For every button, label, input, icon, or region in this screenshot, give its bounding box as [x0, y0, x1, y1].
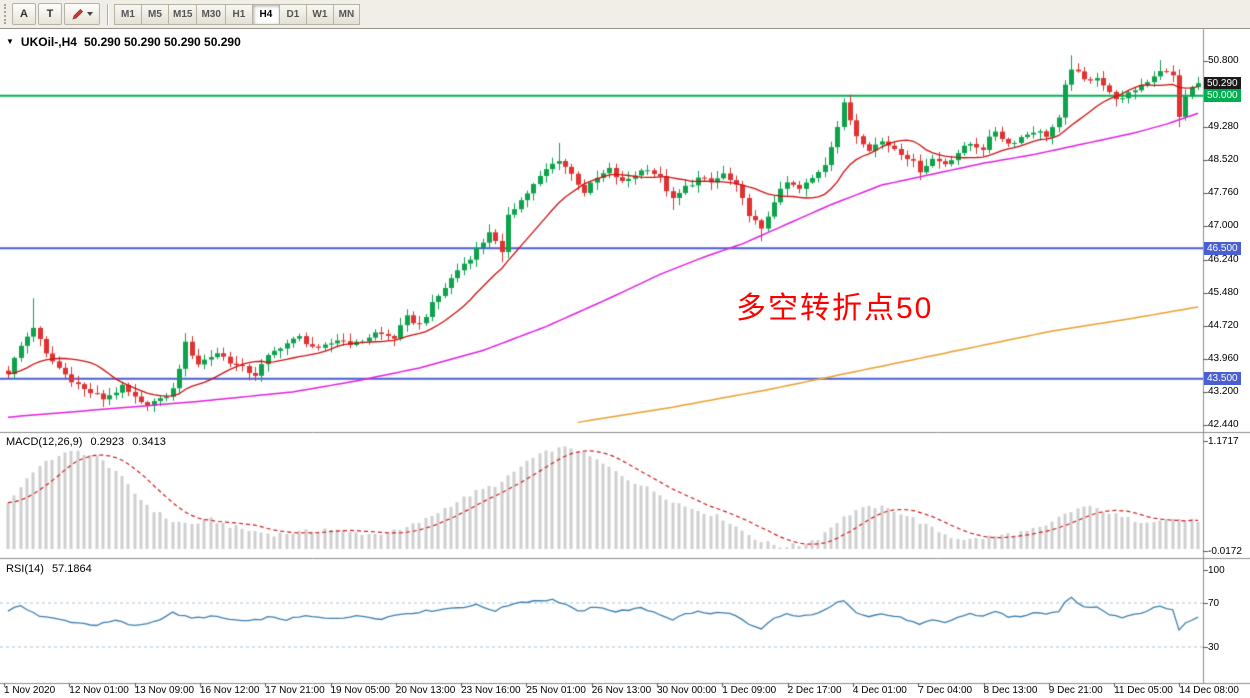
price-axis-label: 44.720: [1208, 319, 1239, 331]
rsi-axis-label: 30: [1208, 642, 1220, 653]
cursor-tool-button[interactable]: A: [12, 3, 36, 25]
time-axis-label: 16 Nov 12:00: [199, 685, 260, 696]
price-axis-label: 46.240: [1208, 253, 1239, 265]
time-axis: 1 Nov 2020 12 Nov 01:00 13 Nov 09:00 16 Nov…: [0, 685, 1250, 698]
rsi-axis-label: 70: [1208, 598, 1220, 609]
price-axis-label: 47.000: [1208, 220, 1239, 232]
rsi-axis-label: 100: [1208, 565, 1225, 576]
time-axis-label: 30 Nov 00:00: [657, 685, 717, 696]
macd-main-value: 0.2923: [90, 436, 125, 448]
time-axis-label: 26 Nov 13:00: [591, 685, 652, 696]
chart-text-annotation: 多空转折点50: [736, 292, 934, 325]
timeframe-button-w1[interactable]: W1: [305, 3, 333, 25]
macd-signal-value: 0.3413: [132, 436, 166, 448]
price-axis-label: 50.800: [1208, 55, 1239, 66]
price-axis-label: 49.280: [1208, 121, 1239, 133]
time-axis-label: 23 Nov 16:00: [461, 685, 521, 696]
timeframe-button-m1[interactable]: M1: [114, 3, 141, 25]
time-axis-label: 14 Dec 08:00: [1179, 685, 1239, 696]
macd-name: MACD(12,26,9): [6, 436, 83, 448]
rsi-indicator-label: RSI(14) 57.1864: [6, 563, 97, 575]
timeframe-button-h4[interactable]: H4: [251, 3, 279, 25]
ohlc-values: 50.290 50.290 50.290 50.290: [83, 35, 241, 49]
timeframe-button-d1[interactable]: D1: [278, 3, 306, 25]
toolbar-grip: [4, 4, 8, 24]
time-axis-label: 12 Nov 01:00: [69, 685, 129, 696]
price-axis-label: 48.520: [1208, 154, 1239, 166]
price-axis-label: 47.760: [1208, 187, 1239, 199]
price-badge-43.500: 43.500: [1204, 372, 1241, 386]
time-axis-label: 25 Nov 01:00: [526, 685, 586, 696]
symbol-dropdown-icon: ▼: [6, 37, 14, 46]
price-axis-label: 45.480: [1208, 286, 1239, 298]
macd-indicator-label: MACD(12,26,9) 0.2923 0.3413: [6, 436, 171, 448]
time-axis-label: 17 Nov 21:00: [265, 685, 325, 696]
time-axis-label: 8 Dec 13:00: [983, 685, 1038, 696]
price-axis-label: 43.200: [1208, 385, 1239, 397]
timeframe-button-m5[interactable]: M5: [141, 3, 168, 25]
timeframe-button-h1[interactable]: H1: [224, 3, 252, 25]
time-axis-label: 11 Dec 05:00: [1114, 685, 1173, 696]
time-axis-label: 1 Nov 2020: [4, 685, 56, 696]
dropdown-caret-icon: [86, 12, 93, 16]
price-badge-50.290: 50.290: [1204, 76, 1241, 90]
chart-title: ▼ UKOil-,H4 50.290 50.290 50.290 50.290: [6, 35, 241, 49]
pencil-icon: [72, 8, 84, 20]
time-axis-label: 20 Nov 13:00: [395, 685, 456, 696]
symbol-period-label: UKOil-,H4: [20, 35, 77, 49]
macd-axis-label: 1.1717: [1208, 435, 1239, 447]
price-badge-46.500: 46.500: [1204, 241, 1241, 255]
toolbar-separator: [107, 3, 109, 25]
timeframe-button-m15[interactable]: M15: [168, 3, 197, 25]
timeframe-button-group: M1 M5 M15 M30 H1 H4 D1 W1 MN: [114, 3, 360, 25]
time-axis-label: 19 Nov 05:00: [330, 685, 391, 696]
price-axis-label: 42.440: [1208, 418, 1239, 430]
rsi-name: RSI(14): [6, 563, 44, 575]
timeframe-button-mn[interactable]: MN: [332, 3, 360, 25]
toolbar: A T M1 M5 M15 M30 H1 H4 D1 W1 MN: [0, 0, 1250, 29]
object-tool-group: A T: [12, 3, 102, 25]
time-axis-label: 13 Nov 09:00: [134, 685, 195, 696]
time-axis-label: 9 Dec 21:00: [1048, 685, 1103, 696]
draw-tool-button[interactable]: [64, 3, 100, 25]
macd-axis-label: -0.0172: [1208, 545, 1242, 557]
price-axis-label: 43.960: [1208, 352, 1239, 364]
price-badge-50.000: 50.000: [1204, 89, 1241, 103]
time-axis-label: 4 Dec 01:00: [852, 685, 907, 696]
time-axis-label: 1 Dec 09:00: [722, 685, 777, 696]
timeframe-button-m30[interactable]: M30: [196, 3, 225, 25]
text-tool-button[interactable]: T: [38, 3, 62, 25]
time-axis-label: 2 Dec 17:00: [787, 685, 842, 696]
rsi-value: 57.1864: [51, 563, 92, 575]
time-axis-label: 7 Dec 04:00: [918, 685, 973, 696]
